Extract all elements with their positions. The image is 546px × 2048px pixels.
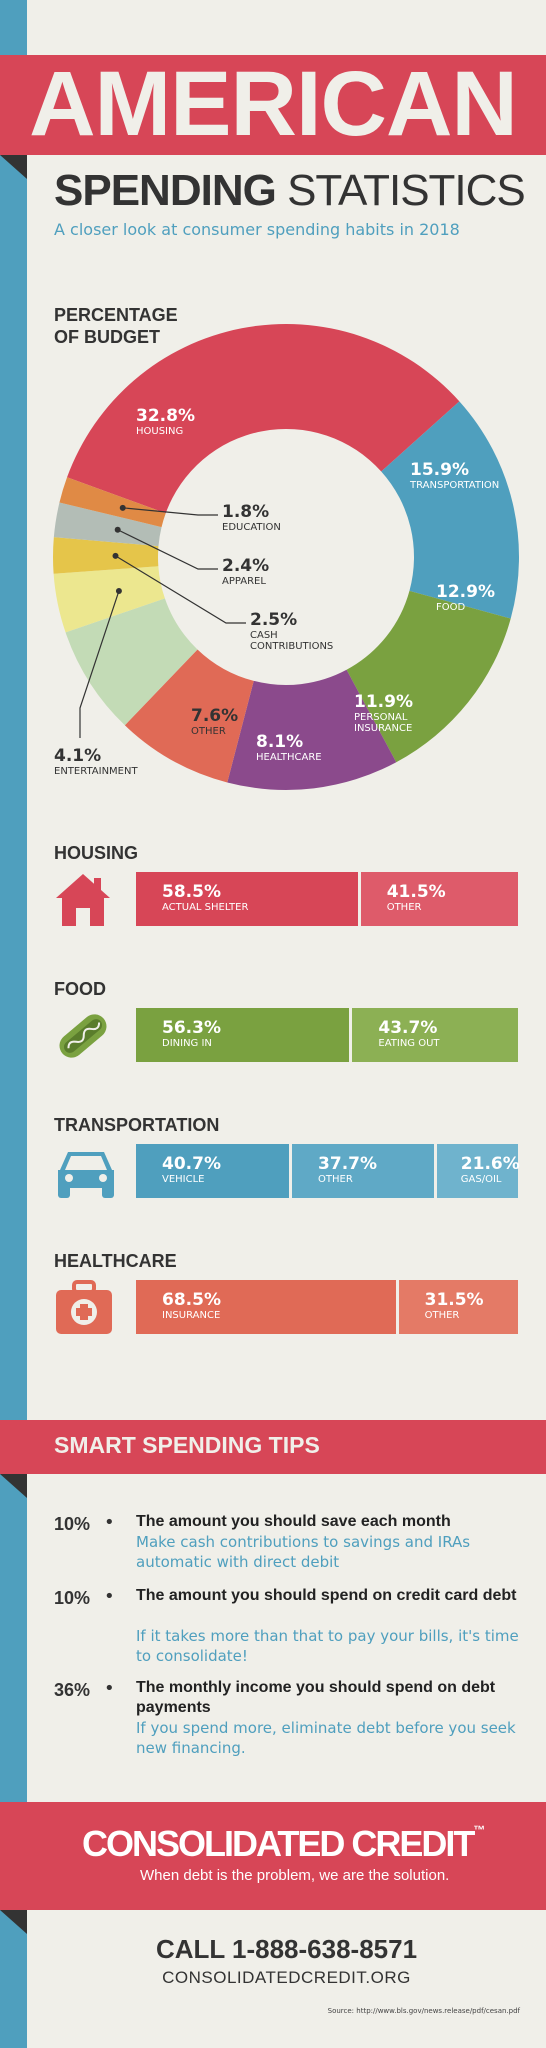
healthcare-seg-other: 31.5% OTHER <box>398 1280 518 1334</box>
tip-percent: 36% <box>54 1680 91 1700</box>
transportation-bar: 40.7% VEHICLE 37.7% OTHER 21.6% GAS/OIL <box>136 1144 520 1198</box>
source-citation: Source: http://www.bls.gov/news.release/… <box>327 2007 520 2015</box>
tip-description: Make cash contributions to savings and I… <box>136 1533 471 1571</box>
slice-label-personal-insurance: 11.9% PERSONAL INSURANCE <box>354 692 413 734</box>
slice-label-transportation: 15.9% TRANSPORTATION <box>410 460 500 491</box>
leader-dot-cash-contributions <box>112 552 119 559</box>
budget-chart-title: PERCENTAGE OF BUDGET <box>54 304 178 348</box>
tips-title: SMART SPENDING TIPS <box>54 1432 320 1458</box>
slice-label-entertainment: 4.1% ENTERTAINMENT <box>54 746 138 777</box>
tips-ribbon <box>0 1420 546 1474</box>
title-spending: SPENDING <box>54 166 277 215</box>
leader-dot-entertainment <box>115 587 122 594</box>
donut-slice-food <box>346 590 511 763</box>
housing-seg-other: 41.5% OTHER <box>360 872 518 926</box>
donut-slice-healthcare <box>124 649 254 783</box>
budget-donut-chart <box>52 324 519 791</box>
food-bar: 56.3% DINING IN 43.7% EATING OUT <box>136 1008 518 1062</box>
budget-chart-title-line1: PERCENTAGE <box>54 305 178 325</box>
logo-name: CONSOLIDATED CREDIT <box>82 1823 475 1864</box>
title-spending-statistics: SPENDING STATISTICS <box>54 166 526 216</box>
logo-slogan: When debt is the problem, we are the sol… <box>140 1867 450 1884</box>
tip-heading: The amount you should save each month <box>136 1513 451 1530</box>
tip-heading: The amount you should spend on credit ca… <box>136 1587 517 1604</box>
tip-percent: 10% <box>54 1514 91 1534</box>
call-phone[interactable]: CALL 1-888-638-8571 <box>155 1934 418 1964</box>
leader-line-education <box>122 507 218 516</box>
slice-label-healthcare: 8.1% HEALTHCARE <box>256 732 322 763</box>
tip-bullet: • <box>104 1678 115 1699</box>
logo-wordmark: CONSOLIDATED CREDIT™ <box>82 1823 485 1865</box>
slice-label-apparel: 2.4% APPAREL <box>222 556 270 587</box>
house-icon <box>56 874 110 926</box>
first-aid-kit-icon <box>56 1280 112 1334</box>
tip-percent: 10% <box>54 1588 91 1608</box>
slice-label-other: 7.6% OTHER <box>191 706 239 737</box>
tip-bullet: • <box>104 1586 115 1607</box>
donut-slice-education <box>59 477 166 528</box>
title-american: AMERICAN <box>29 53 518 155</box>
tagline: A closer look at consumer spending habit… <box>54 220 460 239</box>
housing-bar: 58.5% ACTUAL SHELTER 41.5% OTHER <box>136 872 518 926</box>
budget-chart-title-line2: OF BUDGET <box>54 327 160 347</box>
tip-description: If it takes more than that to pay your b… <box>136 1627 519 1665</box>
healthcare-title: HEALTHCARE <box>54 1251 177 1271</box>
donut-slice-transportation <box>381 401 519 619</box>
footer-ribbon-fold <box>0 1910 27 1934</box>
food-title: FOOD <box>54 979 106 999</box>
tip-description: If you spend more, eliminate debt before… <box>136 1719 516 1757</box>
leader-line-entertainment <box>79 590 120 738</box>
healthcare-bar: 68.5% INSURANCE 31.5% OTHER <box>136 1280 518 1334</box>
slice-label-education: 1.8% EDUCATION <box>222 502 281 533</box>
transportation-seg-vehicle: 40.7% VEHICLE <box>136 1144 290 1198</box>
slice-label-cash-contributions: 2.5% CASH CONTRIBUTIONS <box>250 610 334 652</box>
donut-slice-apparel <box>53 502 162 547</box>
food-seg-eating-out: 43.7% EATING OUT <box>352 1008 518 1062</box>
donut-slice-cash-contributions <box>52 537 159 574</box>
donut-slice-housing <box>67 324 460 514</box>
header-ribbon <box>0 55 546 155</box>
donut-slice-other <box>65 598 198 726</box>
website-link[interactable]: CONSOLIDATEDCREDIT.ORG <box>162 1968 411 1987</box>
transportation-seg-gas-oil: 21.6% GAS/OIL <box>436 1144 520 1198</box>
donut-slice-personal-insurance <box>227 669 397 791</box>
food-seg-dining-in: 56.3% DINING IN <box>136 1008 350 1062</box>
housing-seg-actual-shelter: 58.5% ACTUAL SHELTER <box>136 872 358 926</box>
leader-dot-apparel <box>114 526 121 533</box>
header-ribbon-fold <box>0 155 27 179</box>
slice-label-housing: 32.8% HOUSING <box>136 406 195 437</box>
logo-trademark: ™ <box>473 1823 486 1837</box>
slice-label-food: 12.9% FOOD <box>436 582 495 613</box>
tip-bullet: • <box>104 1512 115 1533</box>
transportation-title: TRANSPORTATION <box>54 1115 220 1135</box>
tip-heading: The monthly income you should spend on d… <box>136 1679 496 1716</box>
leader-dot-education <box>119 504 126 511</box>
healthcare-seg-insurance: 68.5% INSURANCE <box>136 1280 396 1334</box>
transportation-seg-other: 37.7% OTHER <box>292 1144 434 1198</box>
car-icon <box>58 1152 114 1198</box>
title-statistics: STATISTICS <box>287 166 526 215</box>
footer-ribbon <box>0 1802 546 1910</box>
donut-slice-entertainment <box>53 566 165 633</box>
tips-ribbon-fold <box>0 1474 27 1498</box>
hotdog-icon <box>59 1014 107 1058</box>
leader-line-cash-contributions <box>115 555 246 624</box>
housing-title: HOUSING <box>54 843 139 863</box>
leader-line-apparel <box>117 529 218 570</box>
